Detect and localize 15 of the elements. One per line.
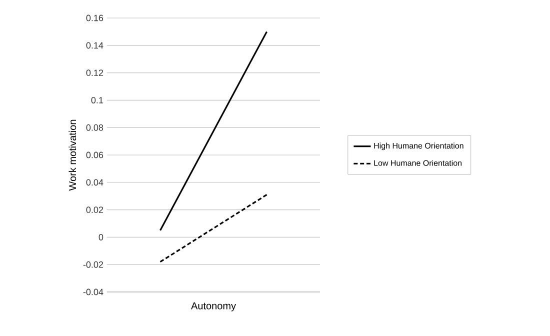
y-tick-label: -0.02 (83, 261, 104, 268)
legend-label: High Humane Orientation (374, 142, 464, 150)
y-tick-label: 0.02 (86, 206, 104, 213)
y-tick-label: 0.04 (86, 179, 104, 186)
y-tick-label: -0.04 (83, 288, 104, 296)
y-tick-label: 0 (98, 234, 104, 240)
y-tick-label: 0.12 (86, 70, 104, 76)
y-axis-title: Work motivation (68, 120, 76, 191)
y-tick-label: 0.1 (91, 97, 104, 104)
y-tick-label: 0.08 (86, 124, 104, 131)
y-tick-label: 0.14 (86, 42, 104, 49)
legend-label: Low Humane Orientation (374, 160, 462, 166)
y-tick-label: 0.06 (86, 152, 104, 158)
x-axis-title: Autonomy (191, 302, 236, 312)
y-tick-label: 0.16 (86, 14, 104, 22)
